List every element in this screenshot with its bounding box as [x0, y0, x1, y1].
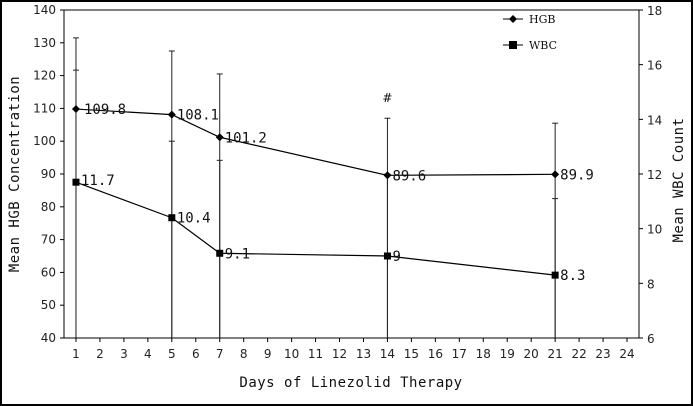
hgb-point	[71, 105, 80, 114]
legend-wbc-label: WBC	[529, 39, 557, 52]
wbc-point	[383, 252, 391, 260]
hgb-data-label: 89.9	[560, 167, 594, 183]
x-tick-label: 9	[264, 347, 272, 361]
y-left-tick-label: 70	[41, 233, 56, 247]
x-tick-label: 10	[284, 347, 299, 361]
wbc-point	[168, 214, 176, 222]
hgb-data-label: 109.8	[84, 102, 126, 118]
x-tick-label: 8	[240, 347, 248, 361]
y-right-tick-label: 14	[647, 113, 662, 127]
y-right-tick-label: 12	[647, 168, 662, 182]
x-tick-label: 7	[216, 347, 224, 361]
y-right-tick-label: 8	[647, 277, 655, 291]
hgb-data-label: 101.2	[225, 130, 267, 146]
x-tick-label: 18	[476, 347, 491, 361]
hgb-point	[167, 110, 176, 119]
wbc-data-label: 8.3	[560, 268, 585, 284]
x-tick-label: 2	[96, 347, 104, 361]
x-tick-label: 22	[571, 347, 586, 361]
y-axis-left-title: Mean HGB Concentration	[7, 76, 23, 272]
y-left-tick-label: 80	[41, 200, 56, 214]
y-left-tick-label: 130	[33, 36, 56, 50]
y-right-tick-label: 18	[647, 4, 662, 18]
wbc-point	[551, 271, 559, 279]
x-tick-label: 1	[72, 347, 80, 361]
y-left-tick-label: 110	[33, 101, 56, 115]
x-tick-label: 4	[144, 347, 152, 361]
wbc-data-label: 9	[392, 249, 400, 265]
wbc-point	[216, 249, 224, 257]
y-left-tick-label: 140	[33, 3, 56, 17]
x-tick-label: 20	[524, 347, 539, 361]
x-tick-label: 5	[168, 347, 176, 361]
hgb-point	[551, 170, 560, 179]
y-axis-right-title: Mean WBC Count	[671, 117, 687, 242]
x-tick-label: 15	[404, 347, 419, 361]
x-axis-title: Days of Linezolid Therapy	[239, 375, 462, 391]
x-tick-label: 24	[619, 347, 634, 361]
legend-hgb-marker	[509, 15, 517, 23]
legend-wbc-marker	[509, 41, 517, 49]
x-tick-label: 16	[428, 347, 443, 361]
y-left-tick-label: 90	[41, 167, 56, 181]
x-tick-label: 11	[308, 347, 323, 361]
hgb-data-label: 89.6	[392, 168, 426, 184]
legend-hgb-label: HGB	[529, 13, 555, 26]
y-left-tick-label: 60	[41, 265, 56, 279]
x-tick-label: 13	[356, 347, 371, 361]
y-left-tick-label: 100	[33, 134, 56, 148]
hgb-point	[215, 133, 224, 142]
wbc-data-label: 10.4	[177, 211, 211, 227]
significance-marker: #	[382, 91, 392, 105]
hgb-point	[383, 171, 392, 180]
x-tick-label: 21	[548, 347, 563, 361]
x-tick-label: 12	[332, 347, 347, 361]
x-tick-label: 3	[120, 347, 128, 361]
y-left-tick-label: 50	[41, 298, 56, 312]
x-tick-label: 19	[500, 347, 515, 361]
y-left-tick-label: 120	[33, 69, 56, 83]
y-right-tick-label: 10	[647, 223, 662, 237]
x-tick-label: 17	[452, 347, 467, 361]
x-tick-label: 14	[380, 347, 395, 361]
hgb-data-label: 108.1	[177, 108, 219, 124]
y-right-tick-label: 6	[647, 332, 655, 346]
wbc-data-label: 9.1	[225, 246, 250, 262]
x-tick-label: 23	[595, 347, 610, 361]
x-tick-label: 6	[192, 347, 200, 361]
y-right-tick-label: 16	[647, 59, 662, 73]
wbc-point	[72, 178, 80, 186]
wbc-data-label: 11.7	[81, 173, 115, 189]
y-left-tick-label: 40	[41, 331, 56, 345]
